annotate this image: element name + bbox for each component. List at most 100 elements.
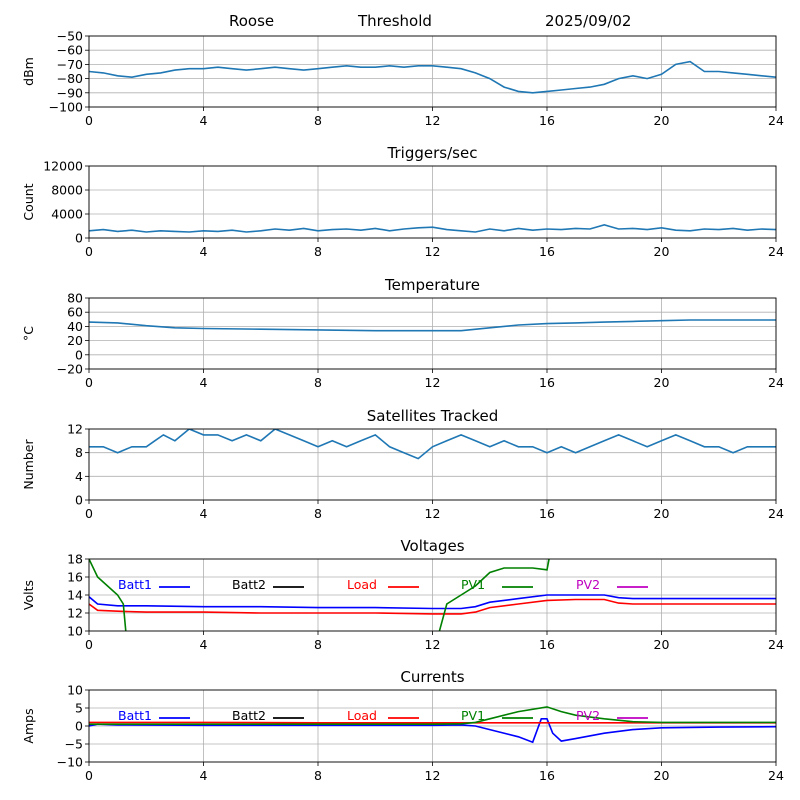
y-tick-label: −70: [57, 57, 83, 72]
x-tick-label: 20: [654, 244, 670, 259]
x-tick-label: 0: [85, 637, 93, 652]
y-tick-label: −60: [57, 43, 83, 58]
x-tick-label: 8: [314, 375, 322, 390]
x-tick-label: 0: [85, 506, 93, 521]
x-tick-label: 20: [654, 506, 670, 521]
x-tick-label: 12: [425, 637, 441, 652]
axes-frame: [88, 428, 777, 501]
y-axis-label: Volts: [21, 580, 36, 610]
y-tick-label: 5: [75, 701, 83, 716]
y-tick-label: 8: [75, 445, 83, 460]
x-tick-label: 16: [539, 637, 555, 652]
series-line-batt1: [89, 594, 776, 610]
legend-label-pv1: PV1: [461, 577, 485, 592]
x-tick-label: 4: [200, 244, 208, 259]
x-tick-label: 8: [314, 637, 322, 652]
series-line-main: [89, 223, 776, 233]
y-tick-label: 8000: [51, 183, 83, 198]
axes-frame: [88, 689, 777, 763]
y-tick-label: −80: [57, 71, 83, 86]
x-tick-label: 8: [314, 506, 322, 521]
panel-title: Temperature: [384, 276, 480, 294]
x-tick-label: 12: [425, 244, 441, 259]
y-axis-label: Count: [21, 183, 36, 220]
y-tick-label: −20: [57, 362, 83, 377]
legend-label-batt2: Batt2: [232, 577, 266, 592]
series-line-main: [89, 319, 776, 332]
legend-label-pv2: PV2: [576, 708, 600, 723]
chart-panel-6: 0 4 8 12 16 20 24 10 5 0 −5 −10 Batt1 Batt2 Load PV1 PV2…: [21, 668, 784, 783]
y-tick-label: −100: [49, 100, 83, 115]
x-tick-label: 0: [85, 768, 93, 783]
x-tick-label: 12: [425, 375, 441, 390]
y-axis-label: °C: [21, 326, 36, 341]
axes-frame: [88, 297, 777, 370]
x-tick-label: 12: [425, 113, 441, 128]
series-line-main: [89, 60, 776, 94]
x-tick-label: 8: [314, 113, 322, 128]
chart-panel-4: 0 4 8 12 16 20 24 0 4 8 12 Satellites Tracked Number: [21, 407, 784, 521]
x-tick-label: 20: [654, 375, 670, 390]
panel-title: Voltages: [400, 537, 464, 555]
x-tick-label: 4: [200, 113, 208, 128]
y-tick-label: −90: [57, 85, 83, 100]
y-tick-label: 20: [67, 333, 83, 348]
mode-label: Threshold: [358, 12, 432, 30]
panel-title: Triggers/sec: [387, 144, 478, 162]
legend-label-batt1: Batt1: [118, 577, 152, 592]
x-tick-label: 16: [539, 375, 555, 390]
series-line-pv1: [89, 706, 776, 725]
panel-title: Currents: [400, 668, 464, 686]
date-label: 2025/09/02: [545, 12, 632, 30]
panel-title: Satellites Tracked: [367, 407, 498, 425]
x-tick-label: 8: [314, 244, 322, 259]
x-tick-label: 20: [654, 637, 670, 652]
site-name: Roose: [229, 12, 275, 30]
legend-label-pv2: PV2: [576, 577, 600, 592]
y-tick-label: 10: [67, 683, 83, 698]
axes-frame: [88, 35, 777, 108]
y-tick-label: 4: [75, 469, 83, 484]
y-axis-label: Amps: [21, 708, 36, 743]
chart-panel-2: 0 4 8 12 16 20 24 0 4000 8000 12000 Triggers/sec Cou…: [21, 144, 784, 259]
x-tick-label: 16: [539, 506, 555, 521]
series-line-load: [89, 598, 776, 615]
y-tick-label: 0: [75, 231, 83, 246]
y-tick-label: 18: [67, 552, 83, 567]
series-line-batt1: [89, 718, 776, 744]
axes-frame: [88, 558, 777, 632]
x-tick-label: 24: [768, 768, 784, 783]
y-tick-label: −10: [57, 755, 83, 770]
y-tick-label: 12: [67, 422, 83, 437]
x-tick-label: 12: [425, 506, 441, 521]
y-tick-label: 4000: [51, 207, 83, 222]
legend-label-load: Load: [347, 577, 377, 592]
x-tick-label: 0: [85, 375, 93, 390]
y-tick-label: 12: [67, 606, 83, 621]
x-tick-label: 24: [768, 244, 784, 259]
legend-label-load: Load: [347, 708, 377, 723]
x-tick-label: 8: [314, 768, 322, 783]
x-tick-label: 4: [200, 375, 208, 390]
chart-panel-5: 0 4 8 12 16 20 24 10 12 14 16 18 Batt1 Batt2 Load PV1 PV…: [21, 537, 784, 652]
chart-panel-1: 0 4 8 12 16 20 24 −50−60−70−80−90−100 dBm: [21, 29, 784, 129]
x-tick-label: 24: [768, 506, 784, 521]
y-tick-label: 0: [75, 493, 83, 508]
y-tick-label: 10: [67, 624, 83, 639]
x-tick-label: 4: [200, 637, 208, 652]
y-axis-label: dBm: [21, 57, 36, 86]
x-tick-label: 12: [425, 768, 441, 783]
x-tick-label: 16: [539, 113, 555, 128]
x-tick-label: 0: [85, 244, 93, 259]
legend-label-batt2: Batt2: [232, 708, 266, 723]
x-tick-label: 20: [654, 768, 670, 783]
series-line-main: [89, 429, 776, 460]
x-tick-label: 4: [200, 768, 208, 783]
x-tick-label: 24: [768, 113, 784, 128]
y-tick-label: 80: [67, 291, 83, 306]
x-tick-label: 16: [539, 244, 555, 259]
y-tick-label: 0: [75, 719, 83, 734]
x-tick-label: 20: [654, 113, 670, 128]
